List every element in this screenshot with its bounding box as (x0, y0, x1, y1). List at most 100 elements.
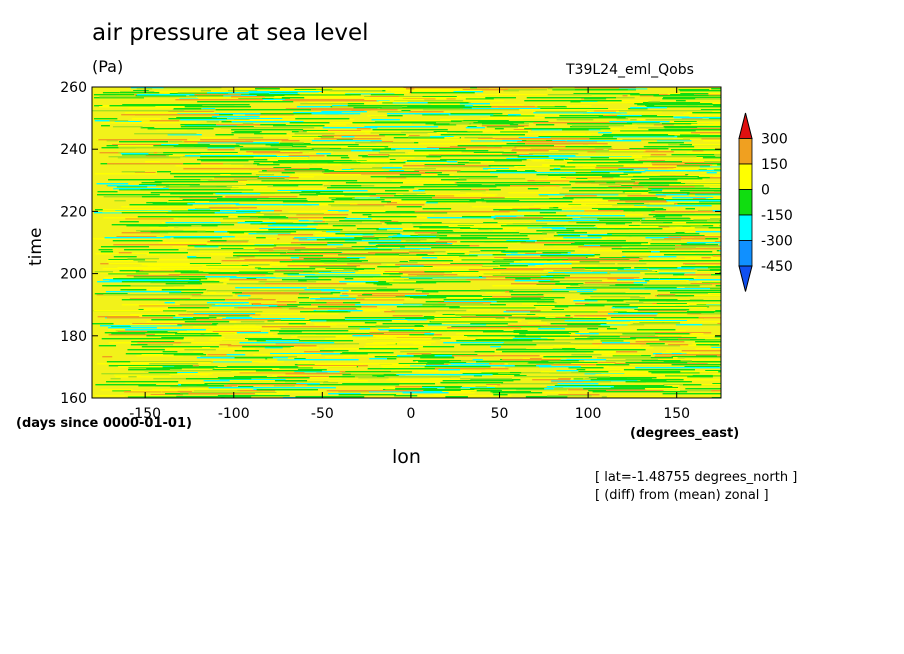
heatmap-streak (634, 309, 690, 311)
heatmap-streak (577, 318, 655, 320)
heatmap-streak (124, 249, 179, 251)
heatmap-streak (163, 187, 239, 189)
heatmap-streak (697, 270, 721, 272)
heatmap-streak (167, 347, 211, 349)
heatmap-streak (609, 157, 705, 159)
heatmap-streak (396, 374, 493, 376)
heatmap-streak (200, 279, 246, 281)
heatmap-streak (101, 125, 110, 127)
heatmap-streak (631, 187, 710, 189)
y-axis-label: time (26, 227, 46, 266)
heatmap-streak (321, 171, 420, 173)
heatmap-field (92, 87, 721, 399)
heatmap-streak (482, 276, 541, 278)
heatmap-streak (152, 203, 218, 205)
heatmap-streak (492, 274, 547, 276)
heatmap-streak (164, 348, 256, 350)
heatmap-streak (185, 147, 263, 149)
heatmap-streak (95, 253, 180, 255)
heatmap-streak (639, 322, 681, 324)
heatmap-streak (583, 166, 659, 168)
heatmap-streak (236, 211, 261, 213)
heatmap-streak (400, 214, 434, 216)
heatmap-streak (255, 370, 323, 372)
heatmap-streak (270, 330, 355, 332)
heatmap-streak (108, 315, 150, 317)
heatmap-streak (481, 125, 529, 127)
heatmap-streak (415, 290, 514, 292)
heatmap-streak (506, 268, 586, 270)
heatmap-streak (398, 255, 478, 257)
heatmap-streak (451, 338, 513, 340)
heatmap-streak (667, 201, 700, 203)
heatmap-streak (686, 242, 721, 244)
heatmap-streak (696, 281, 721, 283)
heatmap-streak (562, 187, 633, 189)
heatmap-streak (134, 172, 156, 174)
heatmap-streak (559, 172, 610, 174)
colorbar-label: -450 (761, 259, 793, 275)
heatmap-streak (544, 159, 564, 161)
heatmap-streak (630, 304, 697, 306)
heatmap-streak (318, 195, 345, 197)
heatmap-streak (440, 159, 532, 161)
heatmap-streak (111, 224, 207, 226)
heatmap-streak (551, 381, 592, 383)
heatmap-streak (447, 327, 521, 329)
heatmap-streak (476, 328, 516, 330)
heatmap-streak (188, 185, 274, 187)
heatmap-streak (538, 366, 581, 368)
heatmap-streak (632, 323, 681, 325)
heatmap-streak (106, 361, 131, 363)
heatmap-streak (442, 380, 514, 382)
heatmap-streak (341, 376, 408, 378)
heatmap-streak (265, 94, 351, 96)
heatmap-streak (229, 232, 245, 234)
heatmap-streak (414, 211, 510, 213)
heatmap-streak (516, 389, 568, 391)
heatmap-streak (172, 109, 243, 111)
heatmap-streak (402, 392, 449, 394)
heatmap-streak (429, 378, 450, 380)
heatmap-streak (540, 337, 590, 339)
heatmap-streak (642, 278, 660, 280)
heatmap-streak (168, 155, 183, 157)
heatmap-streak (297, 306, 318, 308)
heatmap-streak (144, 161, 161, 163)
heatmap-streak (382, 323, 442, 325)
heatmap-streak (281, 307, 304, 309)
heatmap-streak (606, 136, 692, 138)
heatmap-streak (686, 303, 721, 305)
heatmap-streak (207, 354, 231, 356)
heatmap-streak (137, 216, 229, 218)
heatmap-streak (426, 164, 441, 166)
heatmap-streak (599, 243, 690, 245)
heatmap-streak (641, 156, 697, 158)
heatmap-streak (97, 316, 140, 318)
heatmap-streak (295, 396, 365, 398)
heatmap-streak (364, 248, 431, 250)
heatmap-streak (310, 298, 356, 300)
heatmap-streak (694, 227, 721, 229)
heatmap-streak (235, 293, 298, 295)
heatmap-streak (629, 364, 672, 366)
heatmap-streak (253, 354, 322, 356)
heatmap-streak (569, 180, 650, 182)
heatmap-streak (268, 176, 315, 178)
heatmap-streak (538, 281, 560, 283)
heatmap-streak (356, 228, 390, 230)
heatmap-streak (187, 257, 212, 259)
heatmap-streak (517, 156, 549, 158)
heatmap-streak (597, 311, 614, 313)
heatmap-streak (606, 323, 631, 325)
heatmap-streak (444, 137, 460, 139)
heatmap-streak (638, 160, 665, 162)
heatmap-streak (212, 178, 234, 180)
heatmap-streak (141, 346, 203, 348)
heatmap-streak (296, 335, 337, 337)
heatmap-streak (170, 173, 252, 175)
heatmap-streak (627, 95, 640, 97)
heatmap-streak (424, 366, 491, 368)
heatmap-streak (525, 377, 586, 379)
x-tick-label: -100 (218, 406, 250, 422)
